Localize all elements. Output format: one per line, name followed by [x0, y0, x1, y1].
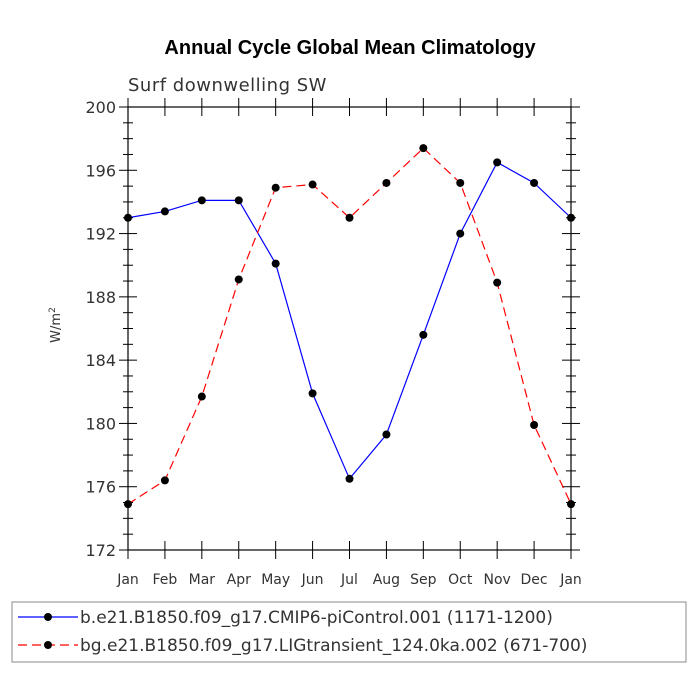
x-tick-label: Sep [410, 572, 437, 588]
y-tick-label: 188 [85, 288, 116, 307]
data-point [530, 421, 539, 430]
x-tick-label: Jan [116, 572, 139, 588]
data-point [345, 213, 354, 222]
data-point [456, 229, 465, 238]
data-point [271, 259, 280, 268]
y-tick-label: 172 [85, 541, 116, 560]
y-tick-label: 192 [85, 225, 116, 244]
data-point [271, 183, 280, 192]
data-point [124, 213, 132, 222]
y-tick-label: 180 [85, 414, 116, 433]
data-point [456, 178, 465, 187]
series-line [127, 161, 572, 480]
data-point [197, 196, 206, 205]
y-tick-label: 176 [85, 478, 116, 497]
chart-subtitle: Surf downwelling SW [128, 75, 327, 96]
y-tick-labels: 172 176 180 184 188 192 196 200 [85, 98, 116, 560]
x-tick-label: Jun [301, 572, 324, 588]
x-tick-label: Dec [521, 572, 548, 588]
x-tick-label: Mar [189, 572, 216, 588]
axis-ticks [119, 98, 580, 559]
x-tick-label: Feb [153, 572, 178, 588]
data-point [493, 158, 502, 167]
data-point [567, 213, 575, 222]
legend-marker [44, 641, 52, 649]
data-point [493, 278, 502, 287]
data-point [419, 330, 428, 339]
x-tick-label: Aug [373, 572, 400, 588]
y-tick-label: 196 [85, 161, 116, 180]
legend-label: b.e21.B1850.f09_g17.CMIP6-piControl.001 … [80, 608, 553, 628]
x-tick-label: Oct [448, 572, 473, 588]
x-tick-label: May [261, 572, 290, 588]
x-tick-label: Jul [340, 572, 358, 588]
data-point [530, 178, 539, 187]
y-tick-label: 200 [85, 98, 116, 117]
data-point [124, 500, 132, 509]
x-tick-label: Apr [227, 572, 251, 588]
data-point [308, 389, 317, 398]
data-point [567, 500, 575, 509]
x-tick-label: Jan [559, 572, 582, 588]
data-point [234, 275, 243, 284]
data-point [382, 178, 391, 187]
y-tick-label: 184 [85, 351, 116, 370]
legend-box [11, 601, 687, 663]
data-point [160, 476, 169, 485]
series-group [124, 144, 575, 509]
data-point [345, 474, 354, 483]
data-point [160, 207, 169, 216]
data-point [234, 196, 243, 205]
x-tick-label: Nov [484, 572, 511, 588]
x-tick-labels: Jan Feb Mar Apr May Jun Jul Aug Sep Oct Nov Dec Jan [116, 572, 582, 588]
plot-frame [127, 106, 572, 551]
data-point [308, 180, 317, 189]
y-axis-label: W/m2 [48, 307, 64, 343]
legend-marker [44, 613, 52, 621]
series-line [127, 147, 572, 505]
chart-title: Annual Cycle Global Mean Climatology [164, 37, 536, 59]
legend: b.e21.B1850.f09_g17.CMIP6-piControl.001 … [11, 601, 687, 663]
data-point [419, 144, 428, 153]
data-point [382, 430, 391, 439]
data-point [197, 392, 206, 401]
legend-label: bg.e21.B1850.f09_g17.LIGtransient_124.0k… [80, 636, 587, 656]
